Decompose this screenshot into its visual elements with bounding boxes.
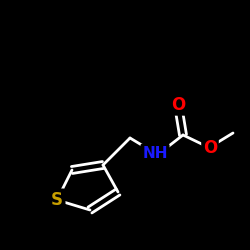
- Text: O: O: [171, 96, 185, 114]
- Text: O: O: [203, 139, 217, 157]
- Text: S: S: [51, 191, 63, 209]
- Text: NH: NH: [142, 146, 168, 160]
